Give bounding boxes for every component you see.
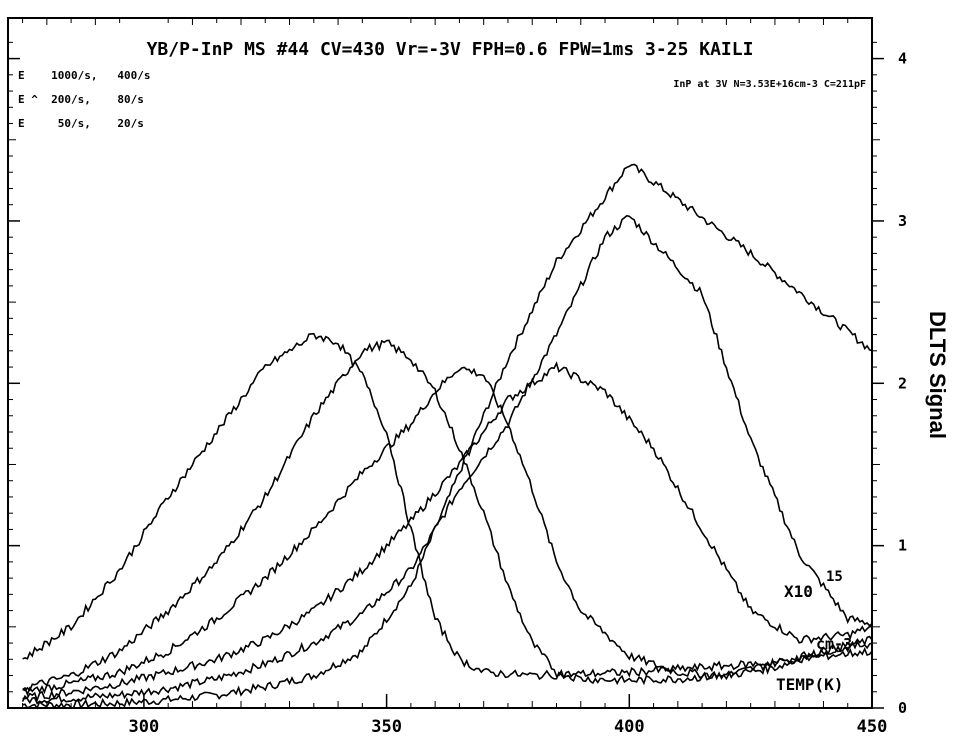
chart-subtitle: InP at 3V N=3.53E+16cm-3 C=211pF: [673, 79, 866, 90]
x-tick-label: 450: [857, 717, 888, 737]
dlts-series-line-6: [22, 332, 873, 681]
y-axis-label: DLTS Signal: [925, 311, 950, 439]
y-unit-label: cm-3: [816, 635, 852, 653]
y-tick-label: 2: [898, 374, 907, 392]
dlts-series-line-1: [22, 163, 873, 710]
x-tick-label: 350: [371, 717, 402, 737]
legend-line-3: E 50/s, 20/s: [18, 117, 144, 130]
x-tick-label: 300: [129, 717, 160, 737]
legend-line-1: E 1000/s, 400/s: [18, 69, 150, 82]
y-tick-label: 4: [898, 50, 907, 68]
dlts-series-line-3: [22, 361, 873, 703]
plot-frame: [7, 17, 873, 709]
dlts-series-line-2: [21, 214, 873, 705]
dlts-series-line-4: [22, 366, 873, 697]
y-multiplier-label: X10: [784, 582, 813, 601]
dlts-series-line-5: [22, 339, 873, 692]
legend-line-2: E ^ 200/s, 80/s: [18, 93, 144, 106]
chart-title: YB/P-InP MS #44 CV=430 Vr=-3V FPH=0.6 FP…: [147, 39, 754, 60]
data-series: [21, 163, 873, 710]
x-tick-label: 400: [614, 717, 645, 737]
x-axis-label: TEMP(K): [776, 675, 843, 694]
plot-border: [7, 17, 873, 709]
y-tick-label: 0: [898, 699, 907, 717]
y-multiplier-exponent: 15: [826, 569, 843, 585]
y-tick-label: 1: [898, 537, 907, 555]
axis-ticks: 300 350 400 450 0 1 2 3 4: [8, 18, 907, 737]
y-tick-label: 3: [898, 212, 907, 230]
